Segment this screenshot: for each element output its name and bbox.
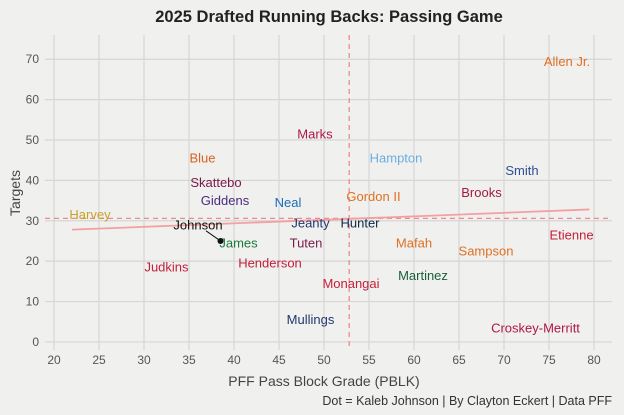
reference-lines	[45, 35, 612, 350]
point-label: Allen Jr.	[544, 54, 590, 69]
chart-title: 2025 Drafted Running Backs: Passing Game	[155, 8, 503, 26]
x-tick-label: 80	[587, 353, 601, 367]
x-tick-label: 30	[137, 353, 151, 367]
x-tick-label: 60	[407, 353, 421, 367]
y-tick-label: 50	[26, 133, 40, 147]
chart-caption: Dot = Kaleb Johnson | By Clayton Eckert …	[322, 394, 612, 408]
point-labels: Allen Jr. Marks Hampton Blue Smith Skattebo Br…	[69, 54, 593, 336]
x-tick-label: 40	[227, 353, 241, 367]
x-tick-label: 75	[542, 353, 556, 367]
x-tick-label: 70	[497, 353, 511, 367]
point-label: Giddens	[201, 193, 250, 208]
x-tick-label: 25	[92, 353, 106, 367]
point-label: Tuten	[290, 235, 323, 250]
y-tick-label: 70	[26, 52, 40, 66]
y-tick-label: 60	[26, 93, 40, 107]
trend-line	[71, 208, 590, 231]
point-label: Etienne	[549, 227, 593, 242]
point-label: Mafah	[396, 235, 432, 250]
point-label: Jeanty	[291, 215, 330, 230]
x-tick-label: 50	[317, 353, 331, 367]
x-tick-label: 45	[272, 353, 286, 367]
point-label: Smith	[505, 163, 538, 178]
point-label: Mullings	[287, 312, 335, 327]
x-tick-label: 20	[47, 353, 61, 367]
y-axis-label: Targets	[7, 170, 23, 216]
point-label: James	[219, 235, 258, 250]
x-axis-label: PFF Pass Block Grade (PBLK)	[228, 373, 419, 389]
y-tick-label: 30	[26, 214, 40, 228]
y-tick-label: 0	[32, 335, 39, 349]
x-tick-label: 35	[182, 353, 196, 367]
highlight-dot	[217, 237, 224, 244]
point-label: Marks	[297, 126, 333, 141]
y-tick-label: 10	[26, 295, 40, 309]
point-label: Hampton	[370, 151, 423, 166]
point-label: Gordon II	[346, 189, 400, 204]
point-label: Monangai	[322, 276, 379, 291]
point-label: Harvey	[69, 207, 111, 222]
point-label: Blue	[189, 151, 215, 166]
point-label: Brooks	[461, 185, 502, 200]
highlight-group	[205, 230, 224, 244]
point-label: Judkins	[144, 260, 189, 275]
y-tick-label: 20	[26, 254, 40, 268]
point-label: Martinez	[398, 268, 448, 283]
point-label: Neal	[275, 195, 302, 210]
x-tick-label: 65	[452, 353, 466, 367]
point-label: Sampson	[459, 244, 514, 259]
point-label: Henderson	[238, 256, 302, 271]
y-tick-label: 40	[26, 173, 40, 187]
point-label: Hunter	[340, 215, 380, 230]
trend-line-group	[71, 208, 590, 231]
x-tick-label: 55	[362, 353, 376, 367]
point-label: Croskey-Merritt	[491, 320, 580, 335]
point-label: Skattebo	[190, 175, 241, 190]
grid-lines	[45, 35, 612, 350]
point-label: Johnson	[173, 217, 222, 232]
axis-ticks: 20 25 30 35 40 45 50 55 60 65 70 75 80 0 10 20 30 40 50 60 7…	[26, 52, 601, 367]
